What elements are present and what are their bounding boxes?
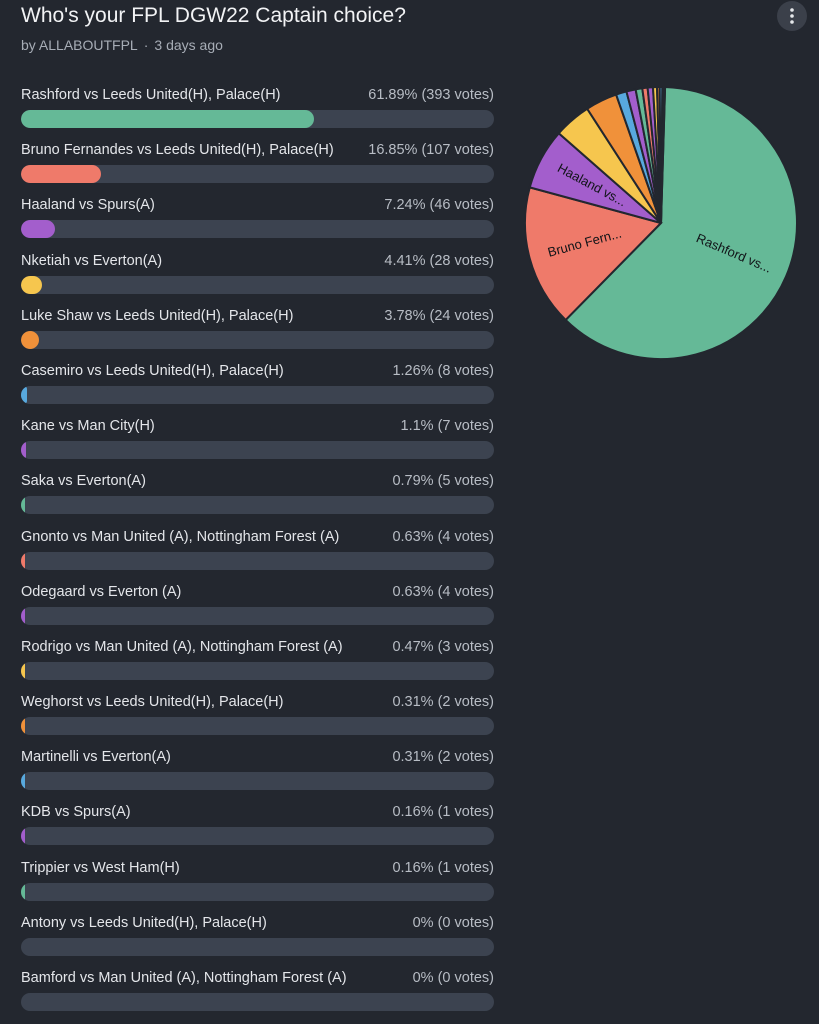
option-stat: 1.26% (8 votes): [392, 362, 494, 379]
option-progress-bar: [21, 717, 494, 736]
option-stat: 0.16% (1 votes): [392, 859, 494, 876]
poll-option[interactable]: Kane vs Man City(H) 1.1% (7 votes): [21, 417, 494, 472]
option-progress-fill: [21, 275, 42, 294]
option-progress-fill: [21, 772, 25, 791]
option-label: Saka vs Everton(A): [21, 473, 146, 490]
option-stat: 0% (0 votes): [412, 970, 494, 986]
meta-separator: ·: [143, 37, 149, 53]
pie-slice[interactable]: [564, 86, 798, 360]
option-label: Casemiro vs Leeds United(H), Palace(H): [21, 362, 284, 379]
poll-option[interactable]: Luke Shaw vs Leeds United(H), Palace(H) 3…: [21, 307, 494, 362]
option-progress-bar: [21, 661, 494, 680]
option-label: Luke Shaw vs Leeds United(H), Palace(H): [21, 307, 294, 324]
poll-option[interactable]: Haaland vs Spurs(A) 7.24% (46 votes): [21, 196, 494, 251]
option-label: Odegaard vs Everton (A): [21, 583, 182, 600]
option-stat: 3.78% (24 votes): [384, 307, 494, 324]
poll-option[interactable]: Bruno Fernandes vs Leeds United(H), Pala…: [21, 141, 494, 196]
poll-option[interactable]: Saka vs Everton(A) 0.79% (5 votes): [21, 472, 494, 527]
option-stat: 61.89% (393 votes): [368, 87, 494, 103]
option-progress-bar: [21, 937, 494, 956]
option-progress-fill: [21, 717, 25, 736]
results-pie-chart: Rashford vs...Bruno Fern...Haaland vs...: [524, 85, 798, 360]
option-progress-bar: [21, 606, 494, 625]
option-stat: 4.41% (28 votes): [384, 252, 494, 269]
option-progress-bar: [21, 496, 494, 515]
option-stat: 0% (0 votes): [412, 914, 494, 931]
option-progress-bar: [21, 385, 494, 404]
option-label: Weghorst vs Leeds United(H), Palace(H): [21, 694, 284, 711]
option-progress-fill: [21, 441, 27, 460]
option-progress-fill: [21, 165, 101, 184]
more-options-button[interactable]: [777, 1, 807, 31]
option-label: Nketiah vs Everton(A): [21, 252, 163, 269]
poll-title: Who's your FPL DGW22 Captain choice?: [21, 4, 406, 27]
option-label: Rashford vs Leeds United(H), Palace(H): [21, 87, 281, 103]
poll-option[interactable]: KDB vs Spurs(A) 0.16% (1 votes): [21, 803, 494, 858]
poll-option[interactable]: Nketiah vs Everton(A) 4.41% (28 votes): [21, 252, 494, 307]
option-label: Bruno Fernandes vs Leeds United(H), Pala…: [21, 142, 334, 159]
option-stat: 0.31% (2 votes): [392, 694, 494, 711]
option-label: Gnonto vs Man United (A), Nottingham For…: [21, 528, 340, 545]
poll-option[interactable]: Odegaard vs Everton (A) 0.63% (4 votes): [21, 583, 494, 638]
pie-slice[interactable]: [524, 186, 663, 322]
option-label: Bamford vs Man United (A), Nottingham Fo…: [21, 970, 347, 986]
poll-option[interactable]: Rodrigo vs Man United (A), Nottingham Fo…: [21, 638, 494, 693]
poll-options: Rashford vs Leeds United(H), Palace(H) 61…: [21, 86, 494, 1024]
option-progress-bar: [21, 993, 494, 1011]
option-progress-bar: [21, 551, 494, 570]
option-progress-bar: [21, 882, 494, 901]
poll-option[interactable]: Antony vs Leeds United(H), Palace(H) 0% (…: [21, 914, 494, 969]
option-progress-bar: [21, 772, 494, 791]
option-progress-bar: [21, 165, 494, 184]
option-label: KDB vs Spurs(A): [21, 804, 131, 821]
poll-meta: by ALLABOUTFPL · 3 days ago: [21, 37, 223, 53]
poll-option[interactable]: Gnonto vs Man United (A), Nottingham For…: [21, 528, 494, 583]
option-progress-fill: [21, 110, 314, 128]
poll-time: 3 days ago: [154, 37, 223, 53]
option-progress-fill: [21, 220, 56, 239]
option-label: Martinelli vs Everton(A): [21, 749, 171, 766]
option-label: Antony vs Leeds United(H), Palace(H): [21, 914, 267, 931]
more-vertical-icon: [790, 8, 794, 24]
option-label: Kane vs Man City(H): [21, 418, 155, 435]
option-stat: 7.24% (46 votes): [384, 197, 494, 214]
poll-option[interactable]: Trippier vs West Ham(H) 0.16% (1 votes): [21, 859, 494, 914]
option-progress-fill: [21, 827, 25, 846]
option-label: Haaland vs Spurs(A): [21, 197, 155, 214]
poll-option[interactable]: Weghorst vs Leeds United(H), Palace(H) 0.…: [21, 693, 494, 748]
option-progress-bar: [21, 220, 494, 239]
option-progress-fill: [21, 385, 27, 404]
poll-option[interactable]: Casemiro vs Leeds United(H), Palace(H) 1.…: [21, 362, 494, 417]
option-progress-bar: [21, 441, 494, 460]
option-stat: 0.31% (2 votes): [392, 749, 494, 766]
poll-author[interactable]: by ALLABOUTFPL: [21, 37, 138, 53]
option-stat: 16.85% (107 votes): [368, 142, 494, 159]
poll-option[interactable]: Martinelli vs Everton(A) 0.31% (2 votes): [21, 748, 494, 803]
option-progress-bar: [21, 275, 494, 294]
option-progress-bar: [21, 330, 494, 349]
option-stat: 0.16% (1 votes): [392, 804, 494, 821]
option-label: Rodrigo vs Man United (A), Nottingham Fo…: [21, 638, 343, 655]
option-progress-fill: [21, 661, 25, 680]
option-stat: 0.79% (5 votes): [392, 473, 494, 490]
option-progress-fill: [21, 496, 25, 515]
option-progress-bar: [21, 827, 494, 846]
option-label: Trippier vs West Ham(H): [21, 859, 180, 876]
option-progress-fill: [21, 330, 39, 349]
option-progress-fill: [21, 882, 25, 901]
poll-option[interactable]: Bamford vs Man United (A), Nottingham Fo…: [21, 969, 494, 1024]
option-progress-fill: [21, 606, 25, 625]
option-stat: 1.1% (7 votes): [400, 418, 495, 435]
pie-slice[interactable]: [660, 86, 667, 224]
poll-option[interactable]: Rashford vs Leeds United(H), Palace(H) 61…: [21, 86, 494, 141]
option-stat: 0.63% (4 votes): [392, 528, 494, 545]
option-progress-bar: [21, 110, 494, 128]
option-stat: 0.63% (4 votes): [392, 583, 494, 600]
option-progress-fill: [21, 551, 25, 570]
option-stat: 0.47% (3 votes): [392, 638, 494, 655]
